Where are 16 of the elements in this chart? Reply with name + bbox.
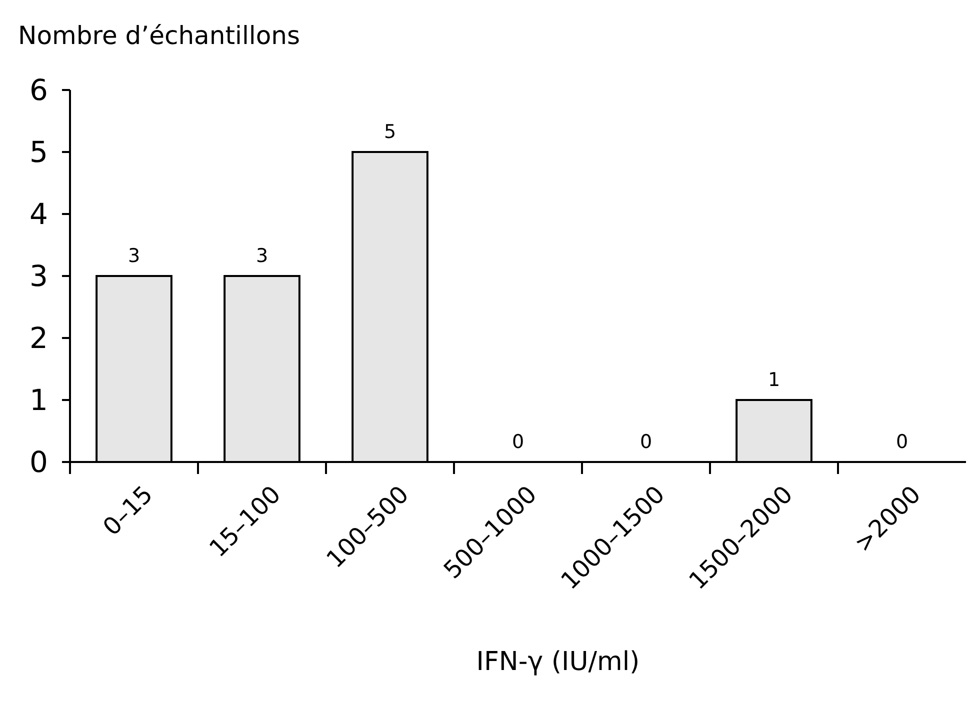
y-tick-label: 0 [30, 445, 48, 480]
y-tick-label: 1 [30, 383, 48, 418]
y-tick-label: 4 [30, 197, 48, 232]
y-tick-label: 6 [30, 73, 48, 108]
y-axis-title: Nombre d’échantillons [18, 21, 300, 50]
data-label: 5 [384, 121, 396, 143]
y-tick-label: 2 [30, 321, 48, 356]
data-label: 3 [128, 245, 140, 267]
y-tick-label: 5 [30, 135, 48, 170]
x-axis-title: IFN-γ (IU/ml) [476, 647, 640, 677]
data-label: 1 [768, 369, 780, 391]
data-label: 0 [896, 431, 908, 453]
data-label: 0 [640, 431, 652, 453]
data-label: 3 [256, 245, 268, 267]
data-label: 0 [512, 431, 524, 453]
y-tick-label: 3 [30, 259, 48, 294]
